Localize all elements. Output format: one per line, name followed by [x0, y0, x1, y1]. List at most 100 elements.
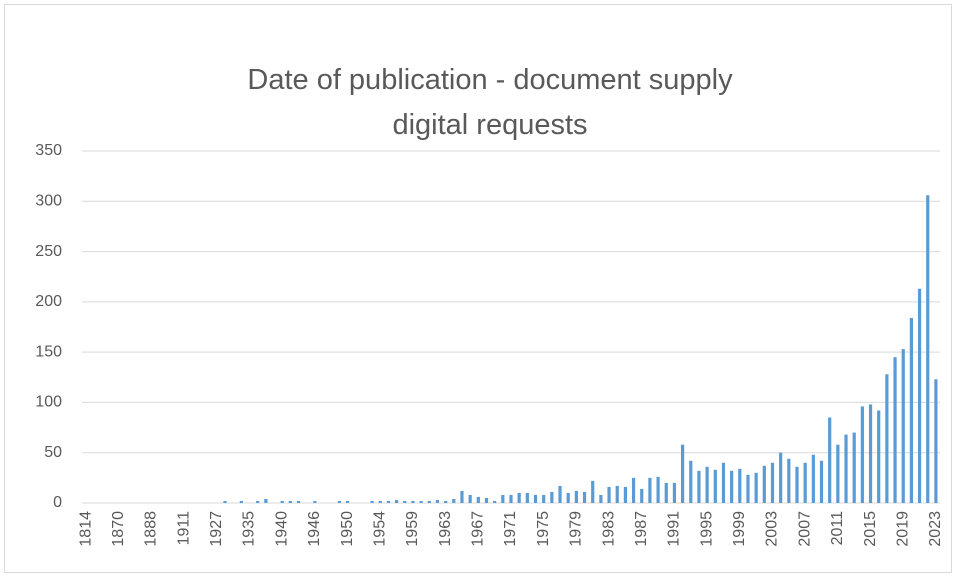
bar	[746, 474, 750, 503]
bar	[419, 500, 423, 503]
bar	[493, 500, 497, 503]
bar	[264, 498, 268, 503]
bar	[599, 494, 603, 503]
x-tick-label: 1963	[437, 511, 454, 547]
x-tick-label: 1954	[371, 511, 388, 547]
bar	[337, 500, 341, 503]
x-tick-label: 1946	[306, 511, 323, 547]
bar	[762, 465, 766, 503]
x-tick-label: 1995	[698, 511, 715, 547]
x-tick-label: 1870	[110, 511, 127, 547]
bar	[550, 491, 554, 503]
bar	[934, 379, 938, 503]
bar	[256, 500, 260, 503]
bar	[223, 500, 227, 503]
y-tick-label: 100	[35, 394, 62, 411]
bar	[484, 497, 489, 503]
bar	[868, 404, 873, 503]
bar	[345, 500, 350, 503]
bar	[468, 494, 472, 503]
x-tick-label: 2007	[796, 511, 813, 547]
bar	[738, 468, 742, 503]
bar	[517, 492, 521, 503]
bar	[730, 470, 734, 503]
y-tick-label: 150	[35, 343, 62, 360]
bar	[525, 492, 529, 503]
x-tick-label: 1991	[666, 511, 683, 547]
bar	[779, 452, 783, 503]
bar	[509, 494, 513, 503]
bar	[909, 317, 913, 503]
y-tick-label: 200	[35, 293, 62, 310]
bar	[901, 349, 905, 503]
bar	[582, 491, 587, 503]
bar	[501, 494, 505, 503]
x-tick-label: 1975	[535, 511, 552, 547]
bar	[591, 480, 595, 503]
bar	[296, 500, 301, 503]
bar	[411, 500, 415, 503]
x-tick-label: 1999	[731, 511, 748, 547]
bar	[427, 500, 431, 503]
y-tick-label: 0	[53, 494, 62, 511]
bar	[787, 458, 791, 503]
bar	[435, 499, 440, 503]
x-tick-label: 2011	[829, 511, 846, 546]
bar	[926, 195, 930, 503]
bar	[852, 432, 856, 503]
bar	[681, 444, 685, 503]
bar	[386, 500, 391, 503]
y-tick-label: 300	[35, 193, 62, 210]
bar	[917, 288, 922, 503]
bar	[395, 499, 399, 503]
bar	[558, 485, 562, 503]
x-tick-label: 2019	[894, 511, 911, 547]
bar	[378, 500, 382, 503]
bar	[770, 462, 775, 503]
bar	[877, 410, 881, 503]
bar	[885, 374, 889, 503]
bar	[640, 488, 644, 503]
bar	[648, 477, 652, 503]
bar	[615, 485, 619, 503]
bar	[689, 460, 693, 503]
bar	[860, 406, 864, 503]
bar	[713, 469, 717, 503]
bar	[656, 476, 660, 503]
x-tick-label: 1927	[208, 511, 225, 547]
bar	[574, 490, 578, 503]
x-tick-label: 1971	[502, 511, 519, 547]
bar	[280, 500, 284, 503]
bar	[811, 454, 815, 503]
y-tick-label: 250	[35, 243, 62, 260]
bar	[664, 482, 668, 503]
x-tick-label: 2015	[862, 511, 879, 547]
x-tick-label: 1940	[273, 511, 290, 547]
bar	[828, 417, 832, 503]
bar	[607, 486, 611, 503]
bar	[795, 466, 799, 503]
bar	[754, 472, 758, 503]
bar	[819, 460, 824, 503]
bar	[370, 500, 374, 503]
bar	[476, 496, 480, 503]
bar	[313, 500, 317, 503]
x-tick-label: 1987	[633, 511, 650, 547]
x-tick-label: 1935	[241, 511, 258, 547]
bar	[697, 470, 701, 503]
bar	[844, 434, 848, 503]
y-tick-label: 50	[44, 444, 62, 461]
bar	[631, 477, 636, 503]
bar	[705, 466, 709, 503]
bar	[893, 357, 897, 503]
x-tick-label: 2003	[764, 511, 781, 547]
x-tick-label: 1979	[568, 511, 585, 547]
bar	[836, 444, 840, 503]
x-tick-label: 1983	[600, 511, 617, 547]
x-tick-label: 2023	[927, 511, 944, 547]
y-tick-label: 350	[35, 142, 62, 159]
bar	[460, 490, 464, 503]
bar	[566, 492, 570, 503]
